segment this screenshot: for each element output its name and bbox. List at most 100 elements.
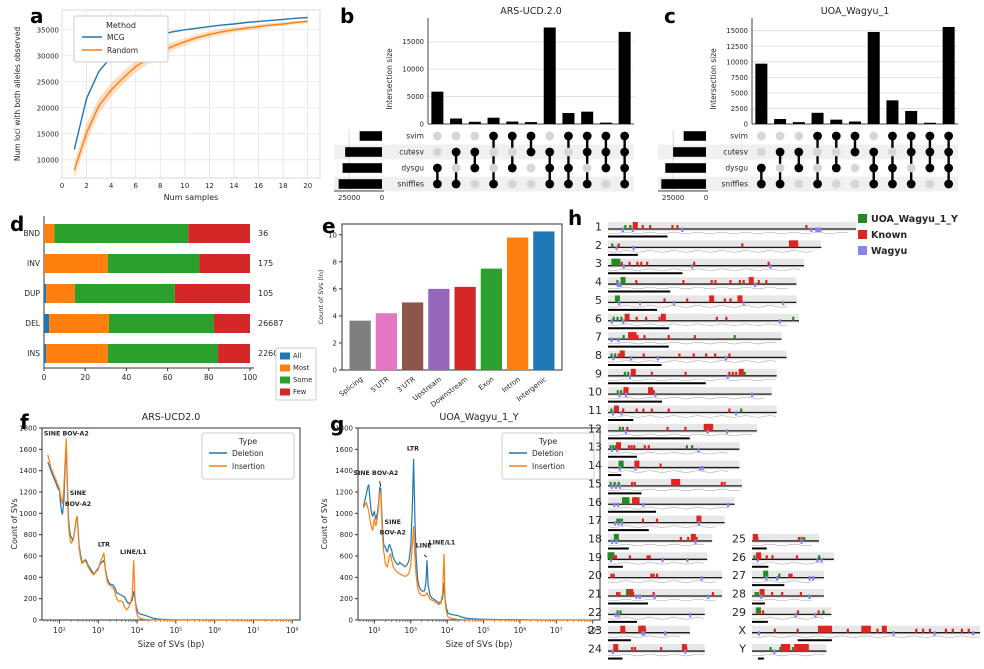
svg-text:10⁶: 10⁶ xyxy=(208,626,221,635)
panel-label-g: g xyxy=(330,412,345,436)
svg-text:1200: 1200 xyxy=(335,489,353,497)
svg-text:Deletion: Deletion xyxy=(232,449,264,458)
svg-text:LINE/L1: LINE/L1 xyxy=(120,549,147,556)
svg-text:2: 2 xyxy=(333,339,337,347)
svg-text:9: 9 xyxy=(595,367,602,380)
svg-text:SINE BOV-A2: SINE BOV-A2 xyxy=(44,430,89,437)
svg-text:15000: 15000 xyxy=(37,130,59,138)
svg-text:29: 29 xyxy=(732,606,746,619)
svg-text:Num samples: Num samples xyxy=(164,193,219,202)
svg-text:10⁵: 10⁵ xyxy=(170,626,183,635)
svg-text:23: 23 xyxy=(588,624,602,637)
svg-text:5000: 5000 xyxy=(407,93,424,101)
svg-text:1400: 1400 xyxy=(19,467,37,475)
svg-text:10²: 10² xyxy=(368,626,381,635)
svg-text:8: 8 xyxy=(595,349,602,362)
panel-b: 0 5000 10000 15000 ARS-UCD.2.0 Intersection s… xyxy=(332,2,656,208)
svg-text:Intersection size: Intersection size xyxy=(709,48,718,110)
svg-text:X: X xyxy=(738,624,746,637)
svg-text:2: 2 xyxy=(595,239,602,252)
svg-text:Method: Method xyxy=(106,21,136,30)
svg-text:ARS-UCD.2.0: ARS-UCD.2.0 xyxy=(500,6,562,17)
svg-text:UOA_Wagyu_1_Y: UOA_Wagyu_1_Y xyxy=(439,412,518,423)
svg-text:10⁵: 10⁵ xyxy=(477,626,490,635)
svg-text:LTR: LTR xyxy=(407,445,419,452)
svg-text:1: 1 xyxy=(595,221,602,234)
svg-text:0: 0 xyxy=(333,367,337,375)
svg-text:Some: Some xyxy=(293,376,312,384)
svg-text:BND: BND xyxy=(23,229,40,238)
svg-text:2500: 2500 xyxy=(731,105,748,113)
svg-text:10: 10 xyxy=(588,386,602,399)
svg-text:1600: 1600 xyxy=(335,446,353,454)
svg-text:26687: 26687 xyxy=(258,319,283,328)
svg-text:28: 28 xyxy=(732,588,746,601)
svg-text:19: 19 xyxy=(588,551,602,564)
chart-h-canvas: UOA_Wagyu_1_YKnownWagyu12345678910111213… xyxy=(588,214,981,660)
svg-text:20: 20 xyxy=(588,569,602,582)
svg-text:24: 24 xyxy=(588,643,602,656)
svg-text:Count of SVs (ln): Count of SVs (ln) xyxy=(317,270,325,325)
svg-text:10: 10 xyxy=(180,182,189,190)
svg-text:INS: INS xyxy=(27,349,40,358)
svg-text:8: 8 xyxy=(333,258,337,266)
svg-text:Wagyu: Wagyu xyxy=(871,246,907,257)
svg-text:15: 15 xyxy=(588,477,602,490)
chart-f-canvas: 0 200 400 600 800 1000 1200 1400 1600 1800 10² 10³ 1… xyxy=(10,412,301,650)
svg-text:10⁴: 10⁴ xyxy=(441,626,454,635)
svg-text:0: 0 xyxy=(380,194,384,202)
svg-text:12500: 12500 xyxy=(726,43,748,51)
svg-text:6: 6 xyxy=(595,312,602,325)
svg-text:26: 26 xyxy=(732,551,746,564)
svg-text:10⁸: 10⁸ xyxy=(586,626,599,635)
svg-text:0: 0 xyxy=(42,373,47,382)
svg-text:14: 14 xyxy=(588,459,602,472)
panel-label-d: d xyxy=(10,212,25,236)
svg-text:800: 800 xyxy=(340,531,353,539)
chart-c-canvas: 0 2500 5000 7500 10000 12500 15000 UOA_Wagyu_1 I… xyxy=(658,6,958,202)
panel-d: 0 20 40 60 80 100 BND 36 INV 175 DUP 105 DEL 26687 INS… xyxy=(2,210,318,408)
svg-text:600: 600 xyxy=(340,553,353,561)
svg-text:10²: 10² xyxy=(53,626,66,635)
svg-text:Exon: Exon xyxy=(477,375,495,392)
svg-text:200: 200 xyxy=(24,595,37,603)
svg-text:Count of SVs: Count of SVs xyxy=(10,498,19,549)
svg-text:10000: 10000 xyxy=(726,58,748,66)
svg-text:36: 36 xyxy=(258,229,268,238)
panel-label-c: c xyxy=(664,4,676,28)
svg-text:105: 105 xyxy=(258,289,273,298)
svg-text:Intron: Intron xyxy=(501,375,522,394)
panel-a: 0 2 4 6 8 10 12 14 16 18 20 10000 15000 20000 25000 300… xyxy=(8,2,332,208)
panel-h: UOA_Wagyu_1_Y Known Wagyu 1 2 3 4 5 6 7 8 9 10 11 12 13… xyxy=(560,206,984,668)
panel-label-b: b xyxy=(340,4,355,28)
svg-text:sniffles: sniffles xyxy=(721,180,748,189)
svg-text:1600: 1600 xyxy=(19,446,37,454)
svg-text:1800: 1800 xyxy=(19,425,37,433)
svg-text:MCG: MCG xyxy=(107,33,125,42)
svg-text:12: 12 xyxy=(588,422,602,435)
svg-text:0: 0 xyxy=(744,121,748,129)
svg-text:7: 7 xyxy=(595,331,602,344)
chart-a-canvas: 0 2 4 6 8 10 12 14 16 18 20 10000 15000 20000 25000 300… xyxy=(13,9,321,202)
svg-text:25: 25 xyxy=(732,532,746,545)
svg-text:Insertion: Insertion xyxy=(232,462,265,471)
svg-text:18: 18 xyxy=(588,532,602,545)
svg-text:Few: Few xyxy=(293,388,307,396)
svg-text:DEL: DEL xyxy=(25,319,41,328)
svg-text:1000: 1000 xyxy=(19,510,37,518)
svg-text:5000: 5000 xyxy=(731,89,748,97)
svg-text:60: 60 xyxy=(163,373,173,382)
svg-text:22607: 22607 xyxy=(258,349,283,358)
svg-text:175: 175 xyxy=(258,259,273,268)
svg-text:Random: Random xyxy=(107,46,138,55)
svg-text:400: 400 xyxy=(340,574,353,582)
panel-label-f: f xyxy=(20,410,29,434)
svg-text:10: 10 xyxy=(328,231,337,239)
svg-text:35000: 35000 xyxy=(37,26,59,34)
svg-text:800: 800 xyxy=(24,531,37,539)
svg-text:0: 0 xyxy=(33,617,37,625)
svg-text:10000: 10000 xyxy=(37,156,59,164)
svg-text:10⁸: 10⁸ xyxy=(286,626,299,635)
